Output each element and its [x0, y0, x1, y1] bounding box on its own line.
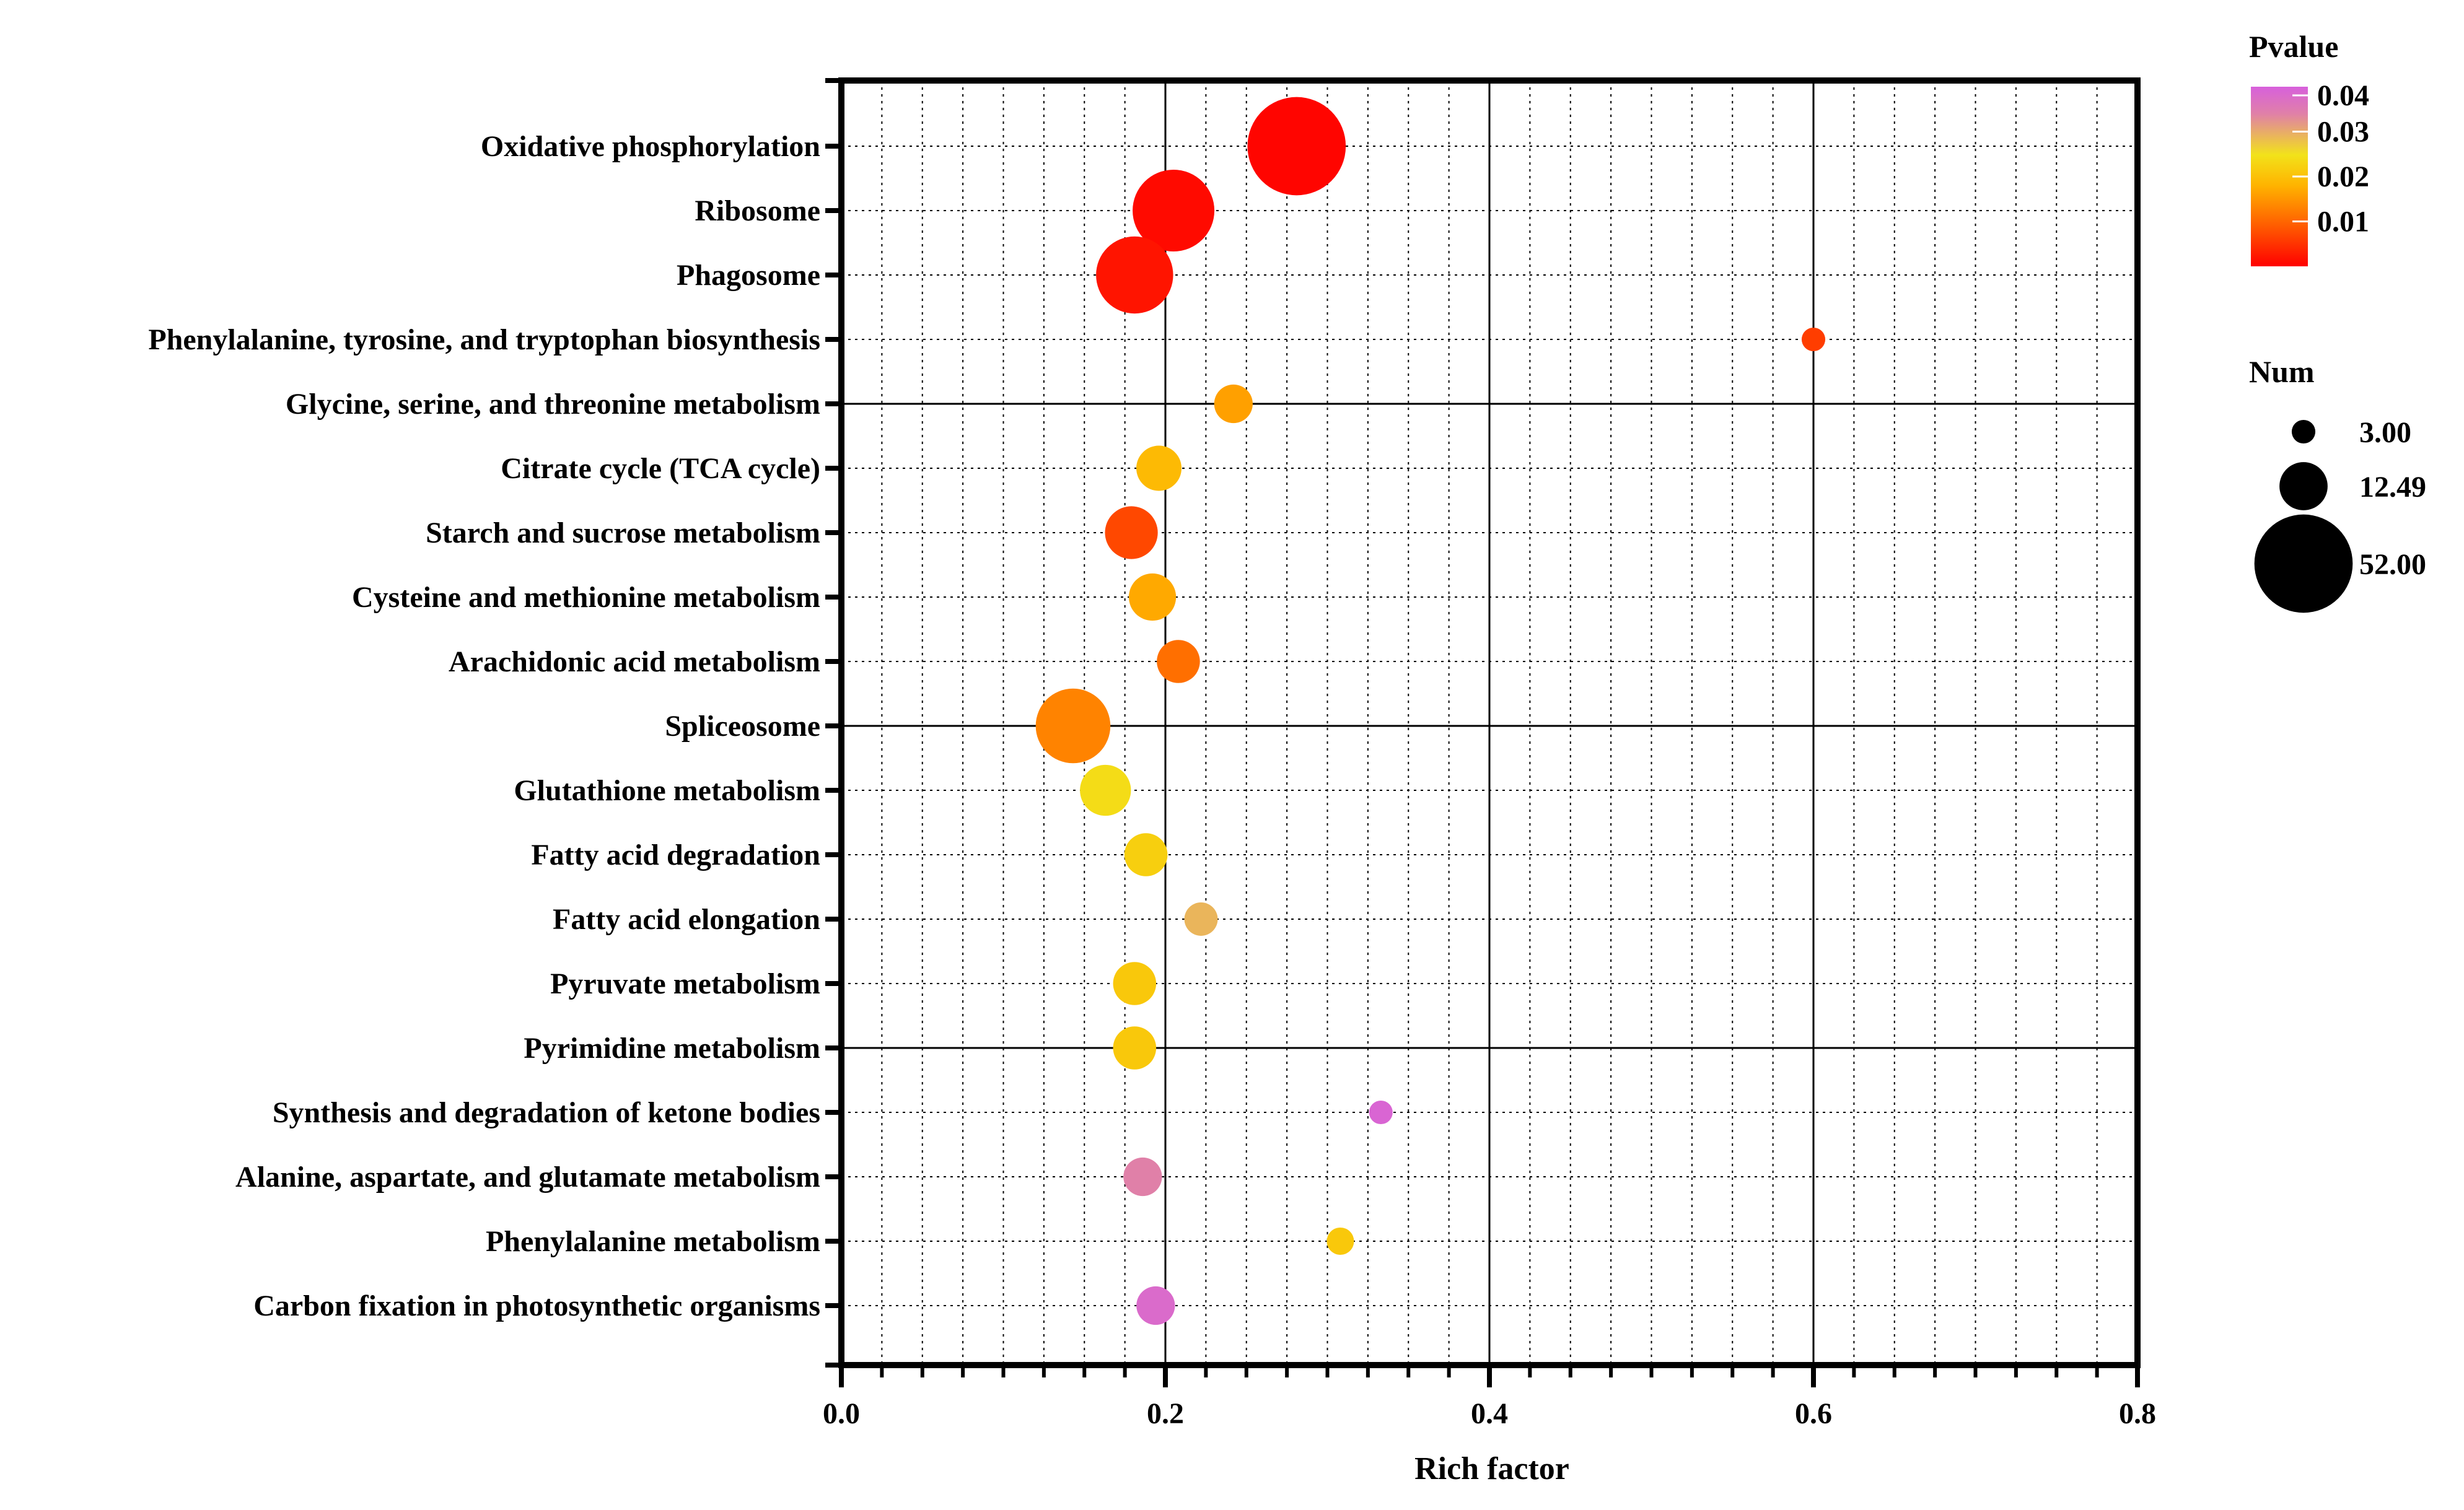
legend: Pvalue 0.04 0.03 0.02 0.01 Num 3.00 12.49 52.… [2249, 29, 2426, 613]
category-label: Alanine, aspartate, and glutamate metabo… [235, 1161, 820, 1194]
size-legend-circle [2291, 419, 2316, 444]
category-label: Synthesis and degradation of ketone bodi… [273, 1096, 820, 1129]
size-legend-circle [2254, 514, 2353, 613]
num-legend-title: Num [2249, 354, 2315, 389]
category-label: Arachidonic acid metabolism [449, 645, 820, 678]
category-label: Citrate cycle (TCA cycle) [501, 452, 820, 485]
data-point [1128, 573, 1177, 621]
size-legend-label: 52.00 [2359, 548, 2426, 581]
category-label: Carbon fixation in photosynthetic organi… [253, 1290, 820, 1322]
x-tick-label: 0.6 [1795, 1397, 1832, 1430]
colorbar-tick-label: 0.04 [2317, 79, 2369, 112]
category-label: Glycine, serine, and threonine metabolis… [286, 388, 820, 421]
size-legend-label: 3.00 [2359, 416, 2411, 449]
axis-layer [825, 77, 2141, 1387]
data-point [1136, 1286, 1175, 1325]
data-point [1369, 1100, 1393, 1125]
data-point [1105, 506, 1158, 559]
colorbar-ticks: 0.04 0.03 0.02 0.01 [2292, 79, 2369, 238]
category-label: Spliceosome [665, 710, 820, 743]
data-point [1326, 1228, 1354, 1255]
data-point [1123, 1157, 1162, 1197]
data-point [1096, 236, 1173, 314]
data-point [1113, 1026, 1157, 1070]
data-point [1184, 902, 1218, 936]
x-tick-label: 0.2 [1147, 1397, 1184, 1430]
category-label: Pyrimidine metabolism [524, 1032, 820, 1065]
data-point [1157, 640, 1200, 683]
colorbar-tick-label: 0.03 [2317, 116, 2369, 149]
x-tick-labels: 0.0 0.2 0.4 0.6 0.8 [823, 1397, 2156, 1430]
data-point [1801, 327, 1826, 352]
category-label: Cysteine and methionine metabolism [352, 581, 820, 614]
x-axis-title: Rich factor [1414, 1451, 1569, 1486]
grid-layer [841, 81, 2137, 1365]
data-point [1113, 962, 1157, 1005]
category-labels: Oxidative phosphorylation Ribosome Phagoso… [148, 130, 820, 1322]
size-legend-circle [2279, 462, 2328, 510]
colorbar-tick-label: 0.01 [2317, 206, 2369, 238]
data-point [1247, 97, 1346, 196]
category-label: Fatty acid elongation [553, 903, 820, 936]
data-point [1124, 833, 1168, 876]
points-layer [1035, 97, 1826, 1325]
category-label: Oxidative phosphorylation [481, 130, 820, 163]
category-label: Pyruvate metabolism [550, 967, 820, 1000]
data-point [1133, 170, 1215, 251]
data-point [1214, 384, 1253, 424]
size-legend-label: 12.49 [2359, 471, 2426, 504]
category-label: Glutathione metabolism [514, 774, 820, 807]
category-label: Phenylalanine metabolism [486, 1225, 820, 1258]
category-label: Phagosome [677, 259, 820, 292]
x-tick-label: 0.4 [1471, 1397, 1508, 1430]
category-label: Ribosome [695, 194, 820, 227]
category-label: Starch and sucrose metabolism [426, 517, 820, 549]
data-point [1035, 688, 1111, 764]
category-label: Phenylalanine, tyrosine, and tryptophan … [148, 323, 820, 356]
pvalue-legend-title: Pvalue [2249, 29, 2338, 64]
colorbar-tick-label: 0.02 [2317, 160, 2369, 193]
category-label: Fatty acid degradation [531, 839, 820, 871]
size-legend: 3.00 12.49 52.00 [2254, 416, 2426, 613]
data-point [1080, 764, 1131, 816]
data-point [1136, 445, 1182, 491]
x-tick-label: 0.0 [823, 1397, 860, 1430]
x-tick-label: 0.8 [2119, 1397, 2156, 1430]
